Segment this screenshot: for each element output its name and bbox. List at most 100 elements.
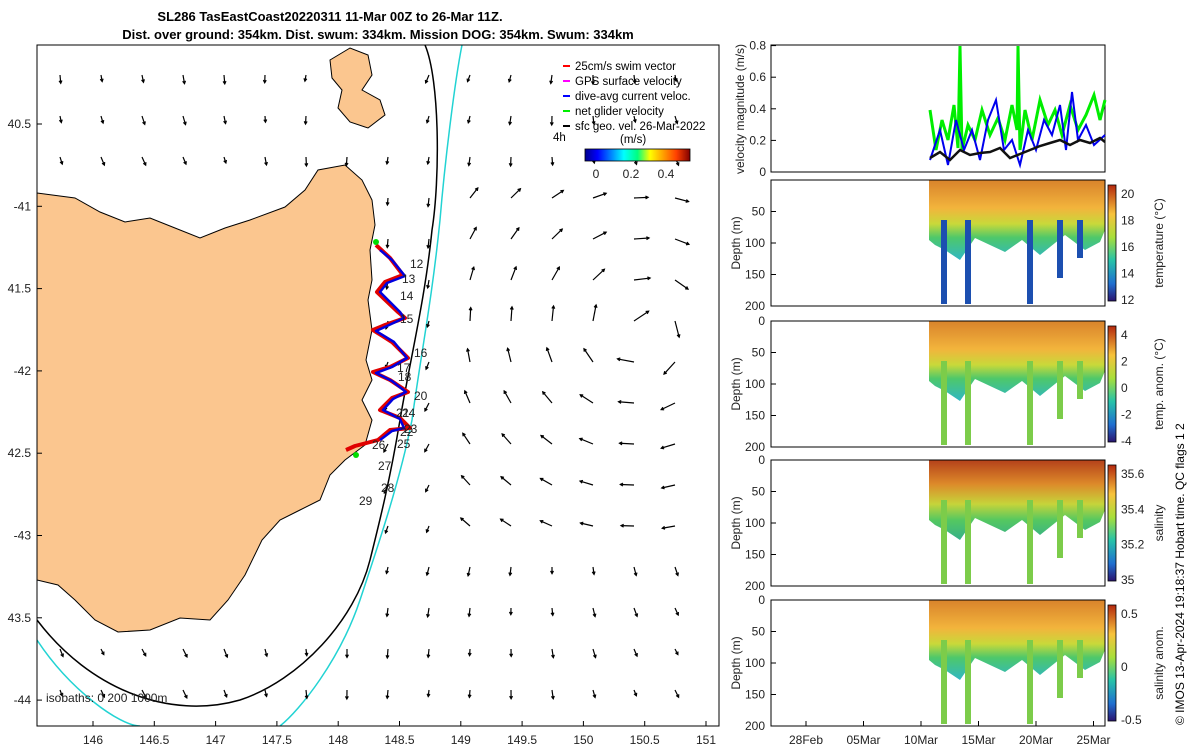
day-label: 18 (398, 370, 412, 384)
depth-panel-2: 0 50 100 150 200 Depth (m) 4 2 0 -2 -4 temp. anom. … (729, 314, 1166, 454)
colorbar-prefix: 4h (553, 132, 566, 144)
isobath-1000 (279, 45, 463, 726)
colorbar-tick-label: 35.4 (1121, 502, 1145, 516)
depth-ylabel: Depth (m) (729, 216, 743, 269)
speed-colorbar (584, 148, 691, 162)
quiver-arrowhead (632, 79, 637, 85)
legend-label: sfc geo. vel. 26-Mar-2022 (575, 121, 705, 133)
quiver-arrow (633, 196, 649, 199)
quiver-arrowhead (579, 521, 584, 526)
quiver-arrowhead (471, 266, 475, 271)
quiver-arrow (510, 306, 513, 322)
track-end (353, 452, 359, 458)
velocity-ytick-label: 0 (759, 165, 766, 179)
quiver-arrow (426, 566, 430, 576)
latitude-ticks: 40.5 -41 41.5 -42 42.5 -43 43.5 -44 (8, 117, 42, 707)
day-label: 23 (404, 422, 418, 436)
side-caption: © IMOS 13-Apr-2024 19:18:37 Hobart time.… (1173, 423, 1187, 725)
quiver-arrow (223, 115, 227, 124)
quiver-arrowhead (223, 120, 227, 125)
quiver-arrow (510, 266, 517, 281)
quiver-arrowhead (101, 162, 106, 167)
quiver-arrowhead (426, 323, 430, 329)
quiver-arrowhead (591, 120, 596, 126)
depth-ytick-label: 200 (745, 719, 765, 733)
colorbar-tick-label: 0.5 (1121, 607, 1138, 621)
quiver-arrowhead (647, 276, 652, 281)
quiver-arrowhead (223, 159, 228, 165)
isobath-note: isobaths: 0 200 1000m (46, 691, 167, 705)
legend-label: 25cm/s swim vector (575, 61, 676, 73)
quiver-arrowhead (385, 654, 390, 660)
colorbar-label: temp. anom. (°C) (1152, 338, 1166, 430)
quiver-arrowhead (425, 529, 430, 534)
quiver-arrow (469, 267, 475, 281)
quiver-arrow (507, 348, 512, 363)
quiver-arrowhead (383, 489, 388, 495)
lon-tick-label: 150.5 (630, 733, 660, 747)
quiver-arrowhead (675, 162, 680, 167)
quiver-arrowhead (685, 199, 690, 203)
day-label: 16 (414, 346, 428, 360)
quiver-arrowhead (264, 161, 268, 167)
quiver-arrowhead (58, 119, 63, 124)
quiver-arrow (592, 231, 607, 240)
quiver-arrowhead (385, 613, 390, 618)
quiver-arrowhead (593, 303, 598, 309)
quiver-arrowhead (468, 306, 473, 311)
quiver-arrowhead (660, 445, 665, 450)
day-label: 13 (402, 272, 416, 286)
colorbar-label: temperature (°C) (1152, 198, 1166, 288)
map-legend: 25cm/s swim vector GPS surface velocity di… (563, 61, 705, 133)
quiver-arrow (674, 689, 680, 698)
quiver-arrow (182, 115, 187, 125)
quiver-arrowhead (463, 389, 468, 394)
dive-profile-spike (941, 500, 947, 584)
quiver-arrowhead (675, 611, 680, 617)
dive-profile-spike (1077, 220, 1083, 258)
dive-profile-spike (941, 220, 947, 304)
day-label: 27 (378, 459, 392, 473)
time-tick-label: 25Mar (1076, 733, 1110, 747)
quiver-arrowhead (603, 231, 608, 236)
profile-section (929, 180, 1105, 260)
quiver-arrowhead (304, 163, 309, 168)
quiver-arrow (540, 477, 553, 486)
day-label: 24 (402, 406, 416, 420)
quiver-arrow (660, 402, 676, 411)
lon-tick-label: 149 (451, 733, 471, 747)
quiver-arrowhead (663, 370, 668, 375)
quiver-arrow (540, 435, 553, 445)
isobath-200 (37, 45, 439, 707)
day-label: 17 (397, 361, 411, 375)
quiver-arrow (592, 192, 607, 199)
quiver-arrowhead (508, 611, 513, 616)
quiver-arrowhead (182, 80, 187, 85)
quiver-arrow (633, 277, 651, 281)
colorbar-tick-label: 16 (1121, 240, 1135, 254)
panel-colorbar (1107, 604, 1117, 722)
quiver-arrowhead (424, 448, 428, 453)
title-line1: SL286 TasEastCoast20220311 11-Mar 00Z to… (157, 9, 502, 24)
day-label: 29 (359, 494, 373, 508)
day-label: 15 (400, 312, 414, 326)
quiver-arrow (551, 189, 564, 199)
lat-tick-label: -41 (14, 199, 32, 213)
quiver-arrow (427, 238, 430, 248)
quiver-arrowhead (550, 612, 555, 617)
quiver-arrowhead (426, 160, 431, 166)
lon-tick-label: 148.5 (384, 733, 414, 747)
quiver-arrowhead (264, 653, 269, 658)
day-label: 26 (372, 438, 386, 452)
quiver-arrow (618, 401, 635, 404)
quiver-arrowhead (500, 475, 505, 480)
quiver-arrow (383, 484, 389, 494)
quiver-arrowhead (303, 121, 308, 126)
depth-ytick-label: 50 (752, 346, 766, 360)
quiver-arrowhead (467, 694, 472, 699)
time-tick-label: 10Mar (904, 733, 938, 747)
quiver-arrowhead (660, 406, 665, 411)
quiver-arrow (100, 156, 105, 166)
depth-ylabel: Depth (m) (729, 636, 743, 689)
